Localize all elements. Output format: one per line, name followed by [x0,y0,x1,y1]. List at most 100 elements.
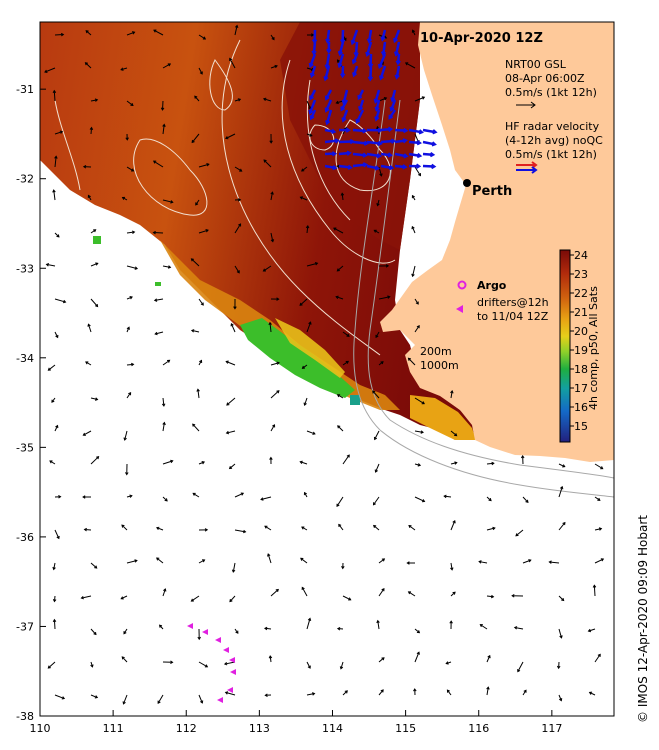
gsl-arrow [126,392,132,399]
gsl-arrow [372,390,380,399]
gsl-arrow-head [520,454,525,459]
gsl-arrow-head [268,321,272,326]
hf-radar-arrow-head [388,165,395,171]
gsl-arrow-head [404,62,409,66]
gsl-arrow-head [226,402,230,406]
gsl-arrow [594,654,601,663]
gsl-arrow [522,559,531,564]
hf-radar-arrow-head [393,51,400,57]
gsl-arrow [81,595,92,599]
hf-radar-arrow-head [416,152,423,159]
gsl-arrow-head [94,565,98,569]
gsl-arrow-head [260,497,264,501]
gsl-arrow [90,694,98,699]
gsl-arrow-head [263,159,267,163]
hf-radar-arrow-head [323,75,329,82]
gsl-arrow [53,190,56,201]
hf-radar-arrow-head [308,109,314,115]
gsl-arrow-head [231,569,236,573]
gsl-arrow [306,618,311,630]
gsl-arrow-head [380,361,384,365]
gsl-arrow-head [90,664,94,668]
hf-radar-arrow-head [374,165,381,171]
drifter-icon [456,305,463,313]
gsl-arrow-head [205,229,209,233]
gsl-arrow-head [54,155,58,159]
gsl-arrow-head [443,494,447,499]
gsl-arrow [374,430,380,440]
gsl-arrow [83,430,92,436]
gsl-arrow [306,225,309,234]
hf-radar-arrow-head [309,115,315,121]
gsl-arrow [194,95,200,102]
gsl-arrow-head [525,499,529,503]
colorbar-tick-label: 23 [574,268,588,281]
hf-radar-arrow-head [340,106,346,112]
gsl-arrow-head [47,367,51,371]
x-tick-label: 117 [541,722,562,735]
gsl-arrow [191,258,200,267]
gsl-arrow-head [373,436,378,441]
gsl-arrow [300,196,308,201]
drifter-position [223,647,229,653]
hf-radar-arrow-head [390,96,396,103]
gsl-arrow-head [452,519,456,524]
hf-radar-arrow-head [352,71,358,78]
gsl-arrow-head [125,137,129,141]
gsl-arrow [123,694,128,705]
gsl-arrow-head [270,191,274,195]
gsl-arrow-head [272,424,276,428]
gsl-arrow-head [237,98,242,102]
hf-radar-arrow-head [387,126,394,132]
gsl-arrow-head [84,62,88,66]
gsl-arrow-head [264,525,268,529]
gsl-arrow [270,192,273,201]
gsl-arrow-head [131,230,136,234]
gsl-arrow-head [335,295,339,299]
gsl-arrow-head [228,466,233,470]
gsl-arrow-head [233,306,237,310]
gsl-arrow [192,492,200,498]
gsl-arrow [342,361,349,366]
gsl-arrow-head [120,596,124,600]
x-tick-label: 110 [30,722,51,735]
gsl-arrow [270,390,280,399]
gsl-arrow [405,62,416,69]
gsl-arrow [412,265,416,277]
hf-radar-arrows [308,29,438,171]
gsl-arrow [341,193,344,201]
gsl-arrow-head [162,123,166,127]
hf-radar-arrow-head [311,50,317,56]
x-tick-label: 116 [468,722,489,735]
hf-radar-arrow-head [395,59,401,66]
x-tick-label: 113 [249,722,270,735]
gsl-arrow [450,562,453,570]
gsl-arrow-head [155,526,160,531]
gsl-arrow [162,397,165,406]
gsl-arrow-head [303,402,307,406]
gsl-arrow [197,389,200,399]
hf-radar-arrow-head [418,129,424,135]
gsl-arrow [270,232,274,242]
gsl-arrow [126,231,135,234]
gsl-arrow [593,585,596,597]
gsl-arrow-head [123,631,127,635]
gsl-arrow-head [94,695,99,699]
gsl-arrow-head [93,631,97,636]
gsl-arrow-head [204,528,209,532]
gsl-arrow-head [600,466,604,470]
gsl-arrow-head [52,618,57,623]
gsl-arrow [154,298,164,301]
gsl-arrow-head [200,302,204,306]
gsl-arrow-head [242,529,247,534]
x-axis: 110 111 112 113 114 115 116 117 [30,710,562,735]
gsl-arrow [588,628,596,632]
colorbar-tick-label: 16 [574,401,588,414]
hf-radar-arrow-head [341,117,347,123]
hf-legend-line2: (4-12h avg) noQC [505,134,603,147]
perth-marker [463,179,471,187]
hf-radar-arrow-head [393,37,399,44]
gsl-arrow [198,661,208,668]
gsl-arrow [408,357,416,366]
gsl-arrow [414,325,420,333]
